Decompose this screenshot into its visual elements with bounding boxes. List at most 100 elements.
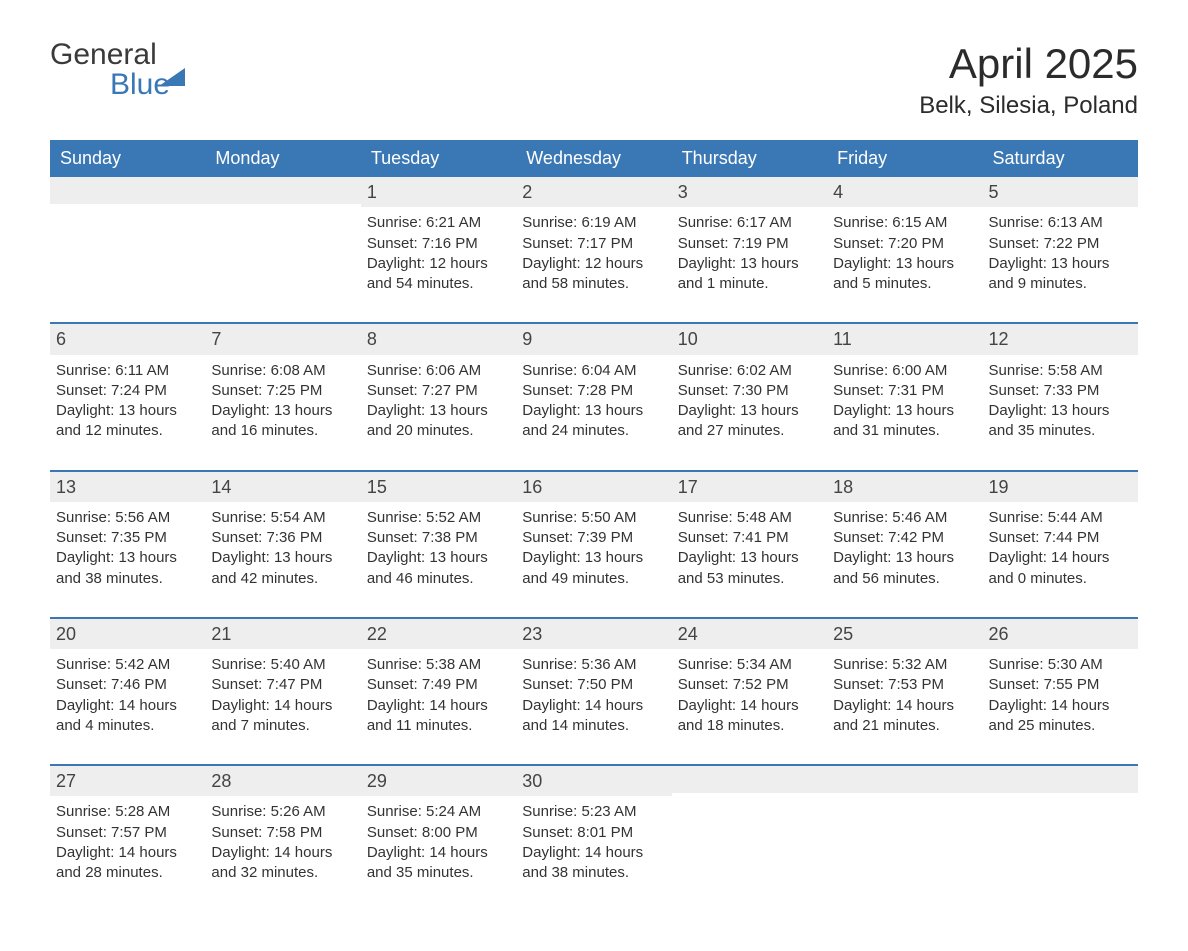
page-header: General Blue April 2025 Belk, Silesia, P… bbox=[50, 40, 1138, 120]
sunrise-text: Sunrise: 5:54 AM bbox=[211, 508, 354, 528]
day-number: 15 bbox=[361, 472, 516, 502]
sunset-text: Sunset: 7:39 PM bbox=[522, 528, 665, 548]
sunset-text: Sunset: 7:58 PM bbox=[211, 823, 354, 843]
day-number: 23 bbox=[516, 619, 671, 649]
calendar-week-row: 1Sunrise: 6:21 AMSunset: 7:16 PMDaylight… bbox=[50, 177, 1138, 323]
day-number: 30 bbox=[516, 766, 671, 796]
sunset-text: Sunset: 7:20 PM bbox=[833, 234, 976, 254]
daylight-text: Daylight: 13 hours and 12 minutes. bbox=[56, 401, 199, 442]
daylight-text: Daylight: 13 hours and 24 minutes. bbox=[522, 401, 665, 442]
sunrise-text: Sunrise: 6:19 AM bbox=[522, 213, 665, 233]
sunrise-text: Sunrise: 5:40 AM bbox=[211, 655, 354, 675]
sunset-text: Sunset: 7:19 PM bbox=[678, 234, 821, 254]
day-cell bbox=[672, 765, 827, 911]
logo-word-1: General bbox=[50, 38, 157, 71]
day-number: 12 bbox=[983, 324, 1138, 354]
sunset-text: Sunset: 7:46 PM bbox=[56, 675, 199, 695]
day-cell: 21Sunrise: 5:40 AMSunset: 7:47 PMDayligh… bbox=[205, 618, 360, 765]
day-cell bbox=[50, 177, 205, 323]
day-cell: 5Sunrise: 6:13 AMSunset: 7:22 PMDaylight… bbox=[983, 177, 1138, 323]
daylight-text: Daylight: 13 hours and 42 minutes. bbox=[211, 548, 354, 589]
day-number: 14 bbox=[205, 472, 360, 502]
sunset-text: Sunset: 7:38 PM bbox=[367, 528, 510, 548]
daylight-text: Daylight: 14 hours and 0 minutes. bbox=[989, 548, 1132, 589]
day-cell: 18Sunrise: 5:46 AMSunset: 7:42 PMDayligh… bbox=[827, 471, 982, 618]
sunset-text: Sunset: 7:55 PM bbox=[989, 675, 1132, 695]
day-cell: 25Sunrise: 5:32 AMSunset: 7:53 PMDayligh… bbox=[827, 618, 982, 765]
day-number: 5 bbox=[983, 177, 1138, 207]
sunset-text: Sunset: 7:28 PM bbox=[522, 381, 665, 401]
sunset-text: Sunset: 7:53 PM bbox=[833, 675, 976, 695]
day-number: 13 bbox=[50, 472, 205, 502]
daylight-text: Daylight: 14 hours and 25 minutes. bbox=[989, 696, 1132, 737]
day-number: 18 bbox=[827, 472, 982, 502]
daylight-text: Daylight: 13 hours and 27 minutes. bbox=[678, 401, 821, 442]
sunset-text: Sunset: 7:47 PM bbox=[211, 675, 354, 695]
daylight-text: Daylight: 13 hours and 31 minutes. bbox=[833, 401, 976, 442]
sunrise-text: Sunrise: 6:17 AM bbox=[678, 213, 821, 233]
sunrise-text: Sunrise: 5:44 AM bbox=[989, 508, 1132, 528]
sunrise-text: Sunrise: 5:50 AM bbox=[522, 508, 665, 528]
weekday-header: Monday bbox=[205, 140, 360, 177]
day-cell: 26Sunrise: 5:30 AMSunset: 7:55 PMDayligh… bbox=[983, 618, 1138, 765]
day-number: 9 bbox=[516, 324, 671, 354]
day-number: 29 bbox=[361, 766, 516, 796]
day-number: 21 bbox=[205, 619, 360, 649]
day-number: 7 bbox=[205, 324, 360, 354]
day-number: 24 bbox=[672, 619, 827, 649]
sunrise-text: Sunrise: 6:04 AM bbox=[522, 361, 665, 381]
sunrise-text: Sunrise: 5:32 AM bbox=[833, 655, 976, 675]
day-number bbox=[827, 766, 982, 793]
daylight-text: Daylight: 13 hours and 53 minutes. bbox=[678, 548, 821, 589]
day-cell: 11Sunrise: 6:00 AMSunset: 7:31 PMDayligh… bbox=[827, 323, 982, 470]
calendar-table: Sunday Monday Tuesday Wednesday Thursday… bbox=[50, 140, 1138, 911]
sunrise-text: Sunrise: 5:30 AM bbox=[989, 655, 1132, 675]
daylight-text: Daylight: 14 hours and 28 minutes. bbox=[56, 843, 199, 884]
daylight-text: Daylight: 13 hours and 9 minutes. bbox=[989, 254, 1132, 295]
weekday-header: Friday bbox=[827, 140, 982, 177]
sunrise-text: Sunrise: 5:26 AM bbox=[211, 802, 354, 822]
day-cell: 17Sunrise: 5:48 AMSunset: 7:41 PMDayligh… bbox=[672, 471, 827, 618]
daylight-text: Daylight: 14 hours and 4 minutes. bbox=[56, 696, 199, 737]
daylight-text: Daylight: 13 hours and 56 minutes. bbox=[833, 548, 976, 589]
sunset-text: Sunset: 8:00 PM bbox=[367, 823, 510, 843]
sunrise-text: Sunrise: 6:13 AM bbox=[989, 213, 1132, 233]
daylight-text: Daylight: 14 hours and 38 minutes. bbox=[522, 843, 665, 884]
month-title: April 2025 bbox=[919, 40, 1138, 88]
sunrise-text: Sunrise: 6:11 AM bbox=[56, 361, 199, 381]
sunrise-text: Sunrise: 6:02 AM bbox=[678, 361, 821, 381]
day-number: 2 bbox=[516, 177, 671, 207]
sunset-text: Sunset: 7:24 PM bbox=[56, 381, 199, 401]
day-number bbox=[983, 766, 1138, 793]
weekday-header: Wednesday bbox=[516, 140, 671, 177]
logo: General Blue bbox=[50, 40, 185, 100]
day-cell: 30Sunrise: 5:23 AMSunset: 8:01 PMDayligh… bbox=[516, 765, 671, 911]
day-number: 28 bbox=[205, 766, 360, 796]
day-cell bbox=[205, 177, 360, 323]
day-cell bbox=[983, 765, 1138, 911]
daylight-text: Daylight: 12 hours and 54 minutes. bbox=[367, 254, 510, 295]
sunrise-text: Sunrise: 6:00 AM bbox=[833, 361, 976, 381]
day-cell: 9 Sunrise: 6:04 AMSunset: 7:28 PMDaylight… bbox=[516, 323, 671, 470]
sunset-text: Sunset: 7:16 PM bbox=[367, 234, 510, 254]
daylight-text: Daylight: 14 hours and 18 minutes. bbox=[678, 696, 821, 737]
day-number bbox=[672, 766, 827, 793]
daylight-text: Daylight: 12 hours and 58 minutes. bbox=[522, 254, 665, 295]
day-cell: 12Sunrise: 5:58 AMSunset: 7:33 PMDayligh… bbox=[983, 323, 1138, 470]
daylight-text: Daylight: 14 hours and 35 minutes. bbox=[367, 843, 510, 884]
day-cell: 2Sunrise: 6:19 AMSunset: 7:17 PMDaylight… bbox=[516, 177, 671, 323]
weekday-header: Saturday bbox=[983, 140, 1138, 177]
calendar-week-row: 20Sunrise: 5:42 AMSunset: 7:46 PMDayligh… bbox=[50, 618, 1138, 765]
day-cell: 24Sunrise: 5:34 AMSunset: 7:52 PMDayligh… bbox=[672, 618, 827, 765]
day-cell: 10Sunrise: 6:02 AMSunset: 7:30 PMDayligh… bbox=[672, 323, 827, 470]
day-cell: 20Sunrise: 5:42 AMSunset: 7:46 PMDayligh… bbox=[50, 618, 205, 765]
daylight-text: Daylight: 13 hours and 35 minutes. bbox=[989, 401, 1132, 442]
sunrise-text: Sunrise: 5:42 AM bbox=[56, 655, 199, 675]
sunset-text: Sunset: 7:31 PM bbox=[833, 381, 976, 401]
day-number: 4 bbox=[827, 177, 982, 207]
day-cell: 27Sunrise: 5:28 AMSunset: 7:57 PMDayligh… bbox=[50, 765, 205, 911]
location: Belk, Silesia, Poland bbox=[919, 92, 1138, 120]
sunset-text: Sunset: 8:01 PM bbox=[522, 823, 665, 843]
daylight-text: Daylight: 13 hours and 20 minutes. bbox=[367, 401, 510, 442]
day-number: 19 bbox=[983, 472, 1138, 502]
